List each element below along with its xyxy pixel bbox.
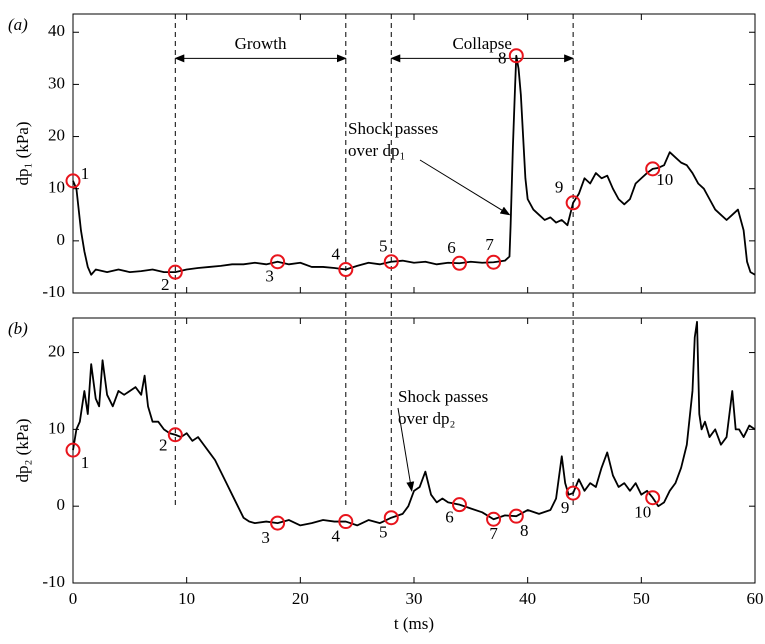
marker (65, 173, 81, 189)
y-tick-label: 0 (57, 230, 66, 249)
marker-label: 4 (332, 244, 341, 263)
marker (565, 485, 581, 501)
marker-label: 6 (447, 238, 456, 257)
marker-label: 1 (81, 453, 90, 472)
x-tick-label: 40 (519, 589, 536, 608)
span-label: Collapse (452, 34, 512, 53)
x-axis-label: t (ms) (394, 614, 434, 633)
span-label: Growth (235, 34, 287, 53)
marker-label: 5 (379, 237, 388, 256)
marker (65, 442, 81, 458)
marker (451, 497, 467, 513)
annotation-text: over dp₁ (348, 141, 405, 160)
marker-label: 3 (265, 267, 274, 286)
y-tick-label: 0 (57, 495, 66, 514)
marker (645, 161, 661, 177)
y-axis-label: dp₂ (kPa) (13, 419, 32, 483)
marker (167, 427, 183, 443)
x-tick-label: 10 (178, 589, 195, 608)
marker (451, 255, 467, 271)
panel-label: (b) (8, 319, 28, 338)
y-axis-label: dp₁ (kPa) (13, 122, 32, 186)
marker (167, 264, 183, 280)
y-tick-label: 20 (48, 341, 65, 360)
y-tick-label: -10 (42, 282, 65, 301)
annotation-arrow (397, 407, 415, 492)
marker-label: 10 (656, 170, 673, 189)
annotation-text: over dp₂ (398, 409, 455, 428)
marker-label: 9 (555, 178, 564, 197)
marker-label: 3 (261, 528, 270, 547)
marker-label: 10 (634, 503, 651, 522)
annotation-text: Shock passes (398, 387, 488, 406)
y-tick-label: 30 (48, 73, 65, 92)
x-tick-label: 20 (292, 589, 309, 608)
marker (383, 254, 399, 270)
y-tick-label: 10 (48, 418, 65, 437)
marker-label: 6 (445, 508, 454, 527)
x-tick-label: 30 (406, 589, 423, 608)
marker (383, 510, 399, 526)
x-tick-label: 60 (747, 589, 764, 608)
marker-label: 7 (485, 235, 494, 254)
marker (486, 254, 502, 270)
marker (486, 511, 502, 527)
marker-label: 2 (161, 275, 170, 294)
marker-label: 2 (159, 436, 168, 455)
marker-label: 8 (520, 521, 529, 540)
panel-label: (a) (8, 15, 28, 34)
marker-label: 5 (379, 523, 388, 542)
marker-label: 1 (81, 164, 90, 183)
marker-label: 4 (332, 526, 341, 545)
marker-label: 7 (489, 524, 498, 543)
marker (270, 515, 286, 531)
trace (72, 320, 756, 527)
y-tick-label: 20 (48, 125, 65, 144)
marker-label: 8 (498, 49, 507, 68)
marker (565, 195, 581, 211)
marker (508, 508, 524, 524)
marker (645, 490, 661, 506)
marker (338, 514, 354, 530)
y-tick-label: 10 (48, 178, 65, 197)
x-tick-label: 0 (69, 589, 78, 608)
marker (338, 262, 354, 278)
marker (270, 254, 286, 270)
trace (72, 54, 756, 276)
y-tick-label: -10 (42, 572, 65, 591)
marker-label: 9 (561, 498, 570, 517)
x-tick-label: 50 (633, 589, 650, 608)
marker (508, 48, 524, 64)
annotation-text: Shock passes (348, 119, 438, 138)
y-tick-label: 40 (48, 21, 65, 40)
annotation-arrow (419, 159, 511, 216)
